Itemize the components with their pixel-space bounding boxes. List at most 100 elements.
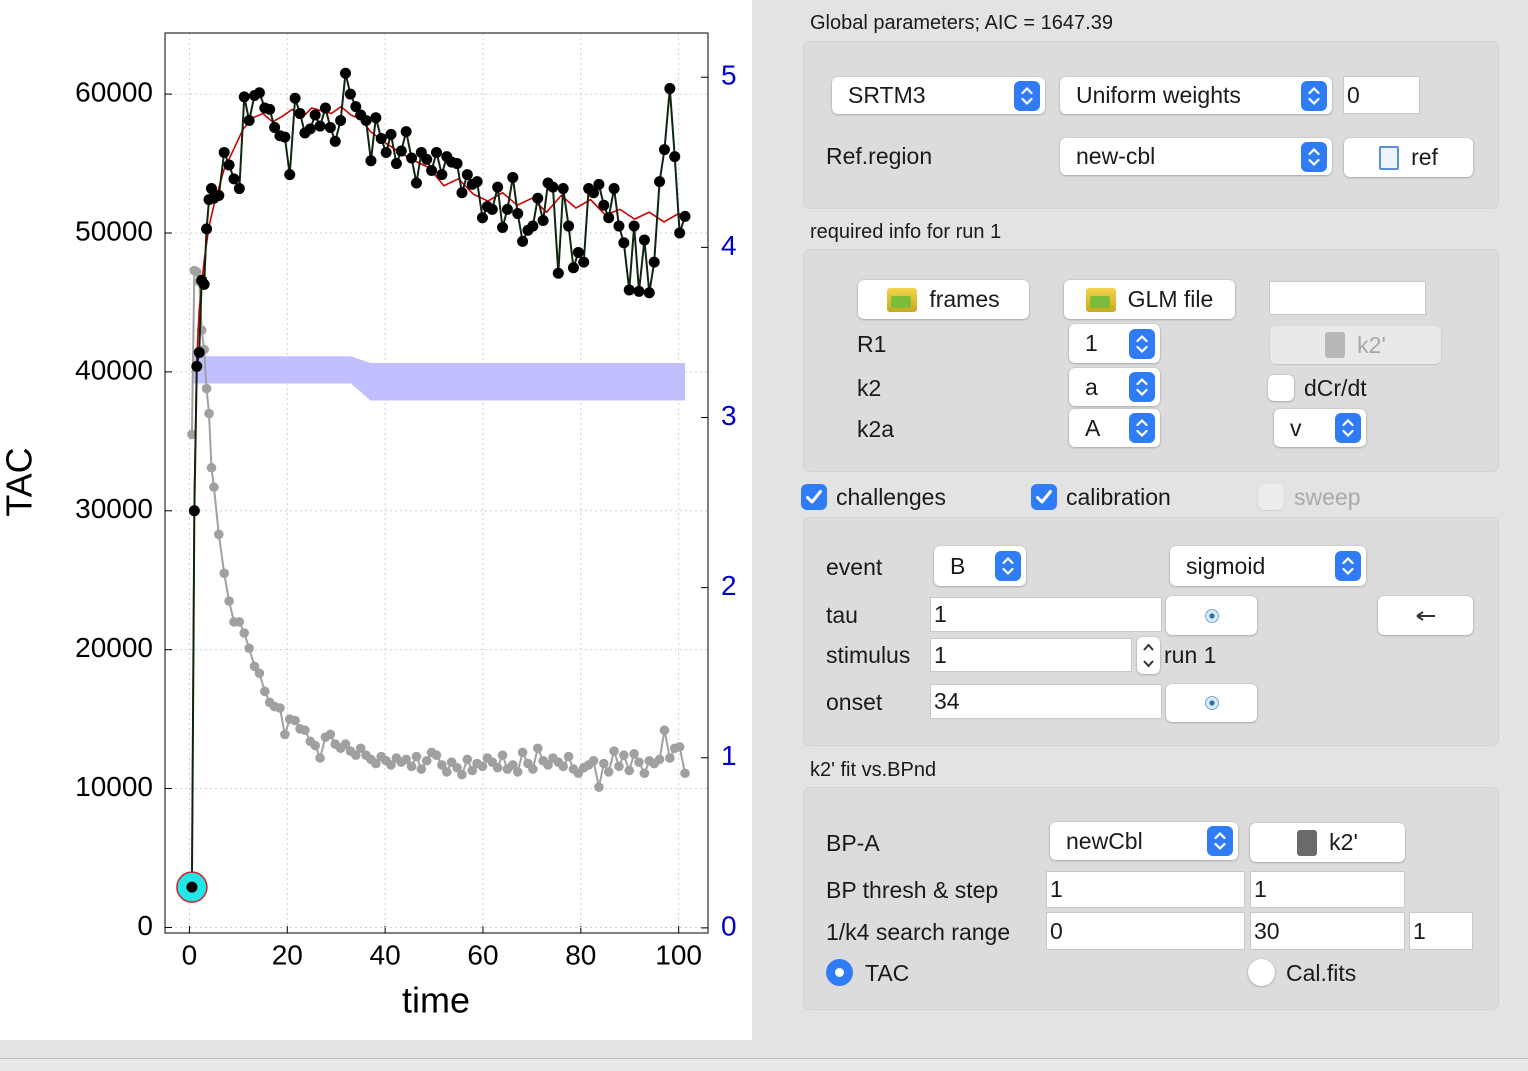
frames-button[interactable]: frames: [858, 280, 1029, 319]
select-text: B: [950, 552, 966, 579]
stepper-icon: [1014, 80, 1040, 111]
y-tick-label: 20000: [75, 632, 153, 663]
onset-field[interactable]: 34: [930, 684, 1162, 719]
data-point: [375, 133, 387, 145]
data-point: [205, 183, 217, 195]
data-point: [187, 429, 197, 440]
r1-select[interactable]: 1: [1069, 324, 1160, 363]
data-point: [386, 760, 396, 770]
arrow-button[interactable]: [1378, 596, 1473, 635]
ref-button[interactable]: ref: [1344, 138, 1473, 177]
onset-button[interactable]: [1166, 684, 1257, 722]
select-text: a: [1085, 373, 1098, 400]
data-point: [543, 760, 553, 770]
data-point: [624, 765, 635, 776]
series-line: [190, 268, 686, 788]
y-tick-label: 30000: [75, 493, 153, 524]
y-tick-label: 60000: [75, 77, 153, 108]
checkbox-label: calibration: [1066, 484, 1171, 510]
thresh-field[interactable]: 1: [1046, 871, 1245, 908]
section-title: required info for run 1: [810, 221, 1002, 243]
data-point: [421, 755, 432, 766]
data-point: [213, 190, 225, 201]
data-point: [674, 742, 685, 752]
data-point: [674, 227, 686, 239]
y2-tick-label: 1: [721, 740, 737, 771]
checkbox-label: dCr/dt: [1304, 375, 1367, 401]
data-point: [461, 169, 473, 181]
select-text: SRTM3: [848, 82, 926, 108]
data-point: [603, 212, 615, 224]
field-text: 0: [1050, 917, 1063, 944]
ref-region-select[interactable]: new-cbl: [1060, 138, 1332, 175]
model-select[interactable]: SRTM3: [832, 77, 1045, 114]
data-point: [639, 768, 650, 779]
y2-tick-label: 5: [721, 60, 737, 91]
data-point: [294, 108, 306, 120]
range-min-field[interactable]: 0: [1046, 912, 1245, 950]
glm-button[interactable]: GLM file: [1064, 280, 1235, 319]
event-select[interactable]: B: [934, 546, 1026, 586]
stepper-icon: [1129, 413, 1155, 443]
data-point: [310, 740, 320, 751]
data-point: [563, 751, 574, 762]
data-point: [335, 115, 347, 126]
shape-select[interactable]: sigmoid: [1170, 546, 1366, 586]
data-point: [191, 360, 203, 372]
label: onset: [826, 689, 883, 715]
selected-point-center: [186, 881, 198, 893]
data-point: [421, 153, 433, 165]
k2a-select[interactable]: A: [1069, 409, 1160, 447]
data-point: [497, 221, 509, 233]
data-point: [462, 754, 473, 765]
data-point: [629, 749, 639, 759]
data-point: [315, 753, 325, 763]
data-point: [552, 267, 564, 279]
tau-field[interactable]: 1: [930, 597, 1162, 632]
data-point: [365, 155, 377, 167]
y2-tick-label: 3: [721, 400, 737, 431]
data-point: [350, 750, 361, 761]
data-point: [619, 750, 629, 761]
data-point: [233, 183, 245, 195]
tau-button[interactable]: [1166, 596, 1257, 635]
checkbox[interactable]: [1031, 484, 1057, 510]
button-text: k2': [1329, 829, 1358, 855]
text-field[interactable]: [1269, 281, 1426, 315]
stimulus-field[interactable]: 1: [930, 638, 1132, 672]
v-select[interactable]: v: [1274, 409, 1366, 447]
step-field[interactable]: 1: [1250, 871, 1405, 908]
data-point: [344, 88, 356, 100]
stimulus-stepper[interactable]: [1137, 637, 1160, 674]
select-text: A: [1085, 414, 1101, 441]
radio[interactable]: [826, 959, 853, 986]
checkbox[interactable]: [1258, 484, 1284, 510]
range-step-field[interactable]: 1: [1409, 912, 1473, 950]
data-point: [664, 83, 676, 95]
x-tick-label: 60: [467, 939, 498, 970]
select-text: sigmoid: [1186, 552, 1266, 579]
band: [191, 356, 686, 401]
k2-fit-button[interactable]: k2': [1250, 823, 1405, 862]
data-point: [390, 158, 402, 170]
field-text: 1: [934, 641, 947, 668]
label: R1: [857, 331, 887, 357]
checkbox[interactable]: [801, 484, 827, 510]
radio[interactable]: [1248, 959, 1275, 986]
label: Ref.region: [826, 143, 933, 169]
label: 1/k4 search range: [826, 919, 1011, 945]
weights-select[interactable]: Uniform weights: [1060, 77, 1332, 114]
data-point: [371, 758, 381, 769]
k2-select[interactable]: a: [1069, 368, 1160, 406]
data-point: [532, 192, 544, 204]
stepper-icon: [1129, 328, 1155, 359]
weight-field[interactable]: 0: [1343, 76, 1420, 114]
y2-tick-label: 4: [721, 230, 737, 261]
checkbox[interactable]: [1268, 375, 1294, 401]
y2-tick-label: 0: [721, 910, 737, 941]
range-max-field[interactable]: 30: [1250, 912, 1405, 950]
bp-region-select[interactable]: newCbl: [1050, 822, 1238, 860]
y2-tick-label: 2: [721, 570, 737, 601]
data-point: [680, 768, 690, 779]
data-point: [223, 159, 235, 171]
